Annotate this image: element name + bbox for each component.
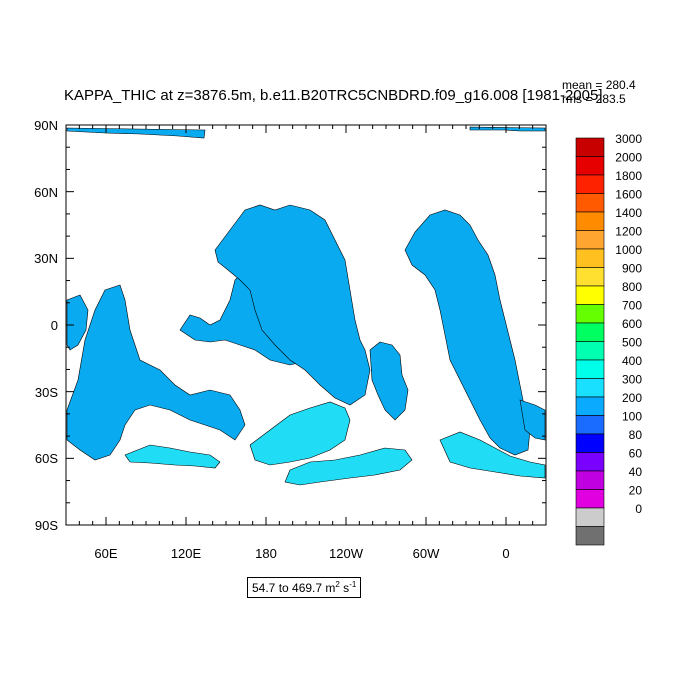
lon-labels: 60E 120E 180 120W 60W 0 (94, 546, 509, 561)
colorbar-swatch (575, 137, 605, 157)
colorbar-swatch (575, 174, 605, 194)
lon-label-120e: 120E (171, 546, 202, 561)
lat-label-0: 0 (51, 318, 58, 333)
colorbar-swatch (575, 156, 605, 176)
colorbar-label: 2000 (615, 151, 642, 165)
field-south-atlantic (439, 431, 546, 479)
colorbar-swatch (575, 211, 605, 231)
lat-label-90n: 90N (34, 118, 58, 133)
field-north-pacific (214, 204, 371, 406)
field-east-pacific (369, 341, 409, 421)
colorbar-swatch (575, 433, 605, 453)
colorbar-swatch (575, 341, 605, 361)
axis-ticks (65, 124, 547, 526)
colorbar-swatch (575, 285, 605, 305)
colorbar-label: 900 (622, 262, 642, 276)
colorbar-swatch (575, 304, 605, 324)
field-southern-ocean (124, 444, 221, 469)
range-unit-sup1: 2 (335, 580, 340, 589)
lon-label-180: 180 (255, 546, 277, 561)
colorbar-swatch (575, 378, 605, 398)
field-indian-ocean (66, 284, 246, 461)
rms-stat: rms = 283.5 (562, 92, 626, 106)
lat-label-90s: 90S (35, 518, 58, 533)
field-south-pacific (249, 401, 351, 466)
lat-labels: 90N 60N 30N 0 30S 60S 90S (34, 118, 58, 533)
lon-label-120w: 120W (329, 546, 364, 561)
colorbar-label: 100 (622, 410, 642, 424)
colorbar-label: 1200 (615, 225, 642, 239)
colorbar-label: 1600 (615, 188, 642, 202)
colorbar-label: 3000 (615, 132, 642, 146)
colorbar-label: 700 (622, 299, 642, 313)
lat-label-60s: 60S (35, 451, 58, 466)
colorbar-label: 200 (622, 391, 642, 405)
colorbar-swatch (575, 267, 605, 287)
colorbar-swatch (575, 359, 605, 379)
range-label-box: 54.7 to 469.7 m2 s-1 (247, 577, 362, 598)
colorbar-swatch (575, 396, 605, 416)
colorbar-swatch (575, 452, 605, 472)
colorbar-label: 300 (622, 373, 642, 387)
colorbar-label: 20 (629, 484, 643, 498)
colorbar-swatch (575, 470, 605, 490)
field-southern-ocean-east (284, 447, 413, 486)
colorbar-swatch (575, 193, 605, 213)
colorbar-swatch (575, 526, 605, 546)
lat-label-30s: 30S (35, 385, 58, 400)
colorbar-swatch (575, 230, 605, 250)
field-far-west (66, 294, 89, 351)
colorbar-label: 40 (629, 465, 643, 479)
field-arctic-east (469, 126, 546, 132)
colorbar-label: 80 (629, 428, 643, 442)
colorbar-label: 0 (635, 502, 642, 516)
lat-label-60n: 60N (34, 185, 58, 200)
mean-stat: mean = 280.4 (562, 78, 636, 92)
field-arctic-west (66, 127, 206, 139)
lon-label-0: 0 (502, 546, 509, 561)
colorbar-swatch (575, 322, 605, 342)
range-unit-mid: s (339, 581, 350, 595)
colorbar-label: 60 (629, 447, 643, 461)
colorbar-label: 600 (622, 317, 642, 331)
colorbar-swatch (575, 489, 605, 509)
map-fields (66, 126, 546, 486)
lat-label-30n: 30N (34, 251, 58, 266)
range-label-text: 54.7 to 469.7 m (252, 581, 336, 595)
colorbar-label: 400 (622, 354, 642, 368)
colorbar-label: 500 (622, 336, 642, 350)
colorbar-swatch (575, 248, 605, 268)
lon-label-60e: 60E (94, 546, 117, 561)
colorbar-swatch (575, 415, 605, 435)
colorbar-label: 800 (622, 280, 642, 294)
lon-label-60w: 60W (413, 546, 440, 561)
colorbar-label: 1800 (615, 169, 642, 183)
plot-title: KAPPA_THIC at z=3876.5m, b.e11.B20TRC5CN… (64, 87, 603, 104)
colorbar-swatch (575, 507, 605, 527)
range-unit-sup2: -1 (349, 580, 357, 589)
colorbar-label: 1000 (615, 243, 642, 257)
colorbar-label: 1400 (615, 206, 642, 220)
field-far-east (519, 399, 546, 441)
